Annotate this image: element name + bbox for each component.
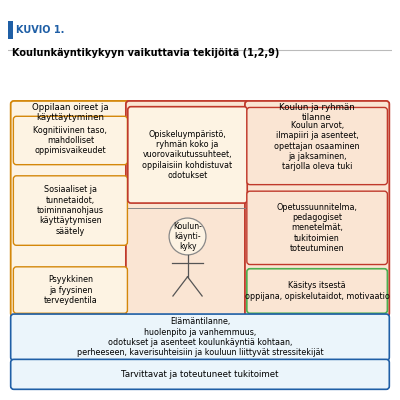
Text: Koulunkäyntikykyyn vaikuttavia tekijöitä (1,2,9): Koulunkäyntikykyyn vaikuttavia tekijöitä… bbox=[12, 48, 279, 58]
FancyBboxPatch shape bbox=[247, 108, 387, 185]
FancyBboxPatch shape bbox=[245, 101, 389, 316]
Text: Opiskeluympäristö,
ryhmän koko ja
vuorovaikutussuhteet,
oppilaisiin kohdistuvat
: Opiskeluympäristö, ryhmän koko ja vuorov… bbox=[142, 130, 232, 180]
FancyBboxPatch shape bbox=[13, 176, 128, 245]
Text: KUVIO 1.: KUVIO 1. bbox=[16, 25, 65, 35]
Text: Elämäntilanne,
huolenpito ja vanhemmuus,
odotukset ja asenteet koulunkäyntiä koh: Elämäntilanne, huolenpito ja vanhemmuus,… bbox=[77, 317, 323, 357]
FancyBboxPatch shape bbox=[126, 101, 249, 316]
Text: Psyykkinen
ja fyysinen
terveydentila: Psyykkinen ja fyysinen terveydentila bbox=[44, 275, 97, 305]
FancyBboxPatch shape bbox=[11, 314, 389, 360]
FancyBboxPatch shape bbox=[13, 116, 128, 165]
FancyBboxPatch shape bbox=[247, 269, 387, 313]
Text: Oppilaan oireet ja
käyttäytyminen: Oppilaan oireet ja käyttäytyminen bbox=[32, 103, 109, 122]
Text: Käsitys itsestä
oppijana, opiskelutaidot, motivaatio: Käsitys itsestä oppijana, opiskelutaidot… bbox=[245, 281, 390, 301]
Text: Kognitiivinen taso,
mahdolliset
oppimisvaikeudet: Kognitiivinen taso, mahdolliset oppimisv… bbox=[34, 126, 107, 155]
Bar bbox=[8, 22, 13, 39]
FancyBboxPatch shape bbox=[247, 191, 387, 264]
Circle shape bbox=[169, 218, 206, 255]
FancyBboxPatch shape bbox=[128, 107, 247, 203]
FancyBboxPatch shape bbox=[11, 359, 389, 389]
FancyBboxPatch shape bbox=[13, 267, 128, 313]
Text: Opetussuunnitelma,
pedagogiset
menetelmät,
tukitoimien
toteutuminen: Opetussuunnitelma, pedagogiset menetelmä… bbox=[277, 202, 358, 253]
Text: Koulun arvot,
ilmapiiri ja asenteet,
opettajan osaaminen
ja jaksaminen,
tarjolla: Koulun arvot, ilmapiiri ja asenteet, ope… bbox=[274, 121, 360, 171]
FancyBboxPatch shape bbox=[11, 101, 130, 316]
Text: Tarvittavat ja toteutuneet tukitoimet: Tarvittavat ja toteutuneet tukitoimet bbox=[121, 370, 279, 379]
Text: Koulun ja ryhmän
tilanne: Koulun ja ryhmän tilanne bbox=[279, 103, 355, 122]
Text: Sosiaaliset ja
tunnetaidot,
toiminnanohjaus
käyttäytymisen
säätely: Sosiaaliset ja tunnetaidot, toiminnanohj… bbox=[37, 185, 104, 236]
Text: Koulun-
käynti-
kyky: Koulun- käynti- kyky bbox=[173, 222, 202, 251]
